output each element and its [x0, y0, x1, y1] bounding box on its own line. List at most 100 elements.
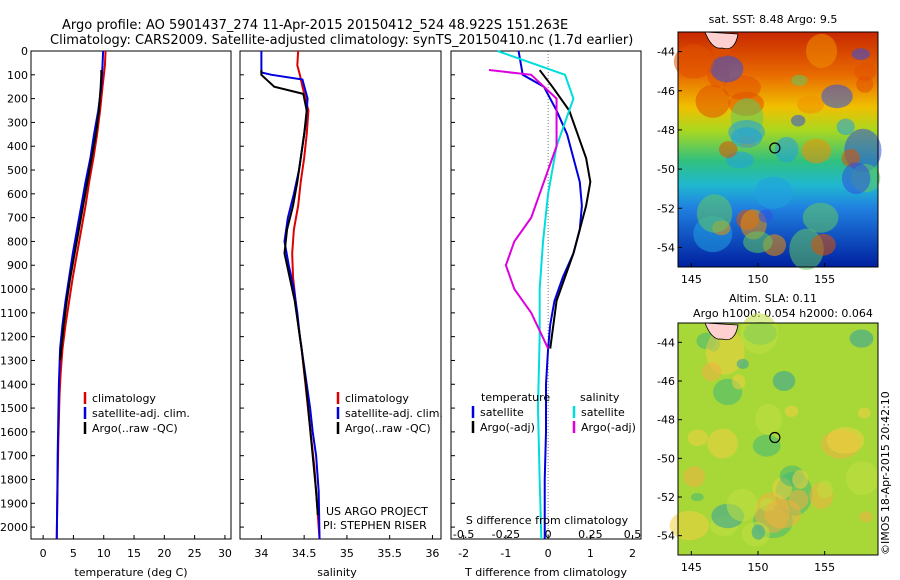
- salinity-axis-label: salinity: [317, 566, 357, 579]
- s-difference-axis-label: S difference from climatology: [466, 514, 629, 527]
- legend-label-climatology: climatology: [345, 392, 409, 405]
- t-difference-tick-label: 1: [587, 547, 594, 560]
- field-patch: [758, 209, 773, 223]
- legend-label-satellite: satellite-adj. clim.: [92, 407, 190, 420]
- depth-axis-ticks: 0 100 200 300 400 500 600 700 800 900 1000 1100 1200…: [0, 45, 35, 534]
- imos-credit: ©IMOS 18-Apr-2015 20:42:10: [879, 391, 892, 555]
- salinity-tick-label: 35: [340, 547, 354, 560]
- pi-credit: PI: STEPHEN RISER: [323, 519, 427, 532]
- legend-label-s-satellite: satellite: [581, 406, 625, 419]
- field-patch: [707, 428, 738, 459]
- salinity-tick-label: 34: [254, 547, 268, 560]
- field-patch: [792, 470, 809, 489]
- t-difference-tick-label: 0: [545, 547, 552, 560]
- field-patch: [836, 118, 855, 136]
- field-patch: [751, 524, 765, 540]
- field-patch: [854, 62, 876, 81]
- depth-tick-label: 0: [21, 45, 28, 58]
- temperature-panel-frame: [30, 50, 232, 540]
- sla-map: Altim. SLA: 0.11 Argo h1000: 0.054 h2000…: [657, 292, 879, 574]
- legend-label-climatology: climatology: [92, 392, 156, 405]
- field-patch: [764, 498, 802, 529]
- depth-tick-label: 1700: [0, 450, 28, 463]
- field-patch: [754, 176, 793, 209]
- longitude-tick-label: 145: [681, 561, 702, 574]
- temperature-axis-ticks: 0 5 10 15 20 25 30: [40, 535, 232, 560]
- depth-tick-label: 1800: [0, 473, 28, 486]
- field-patch: [845, 461, 879, 496]
- latitude-tick-label: -52: [657, 491, 675, 504]
- longitude-tick-label: 155: [814, 561, 835, 574]
- depth-tick-label: 400: [7, 140, 28, 153]
- salinity-legend: climatology satellite-adj. clim. Argo(..…: [336, 392, 443, 435]
- sla-map-subtitle: Argo h1000: 0.054 h2000: 0.064: [693, 307, 873, 320]
- field-patch: [726, 488, 759, 522]
- field-patch: [772, 371, 796, 391]
- field-patch: [826, 427, 865, 454]
- depth-tick-label: 600: [7, 188, 28, 201]
- latitude-tick-label: -52: [657, 202, 675, 215]
- field-patch: [710, 55, 744, 83]
- sla-map-ticks: -44 -46 -48 -50 -52 -54 145 150 155: [657, 336, 835, 574]
- field-patch: [705, 328, 745, 375]
- s-difference-tick-label: 0.25: [578, 528, 603, 541]
- field-patch: [806, 33, 838, 68]
- latitude-tick-label: -50: [657, 163, 675, 176]
- profile-line: [260, 70, 319, 516]
- latitude-tick-label: -46: [657, 85, 675, 98]
- depth-tick-label: 900: [7, 259, 28, 272]
- salinity-panel: 34 34.5 35 35.5 36 climatology satellite-adj…: [239, 50, 443, 579]
- difference-panel: -2 -1 0 1 2 -0.5 -0.25 0 0.25 0.5 temperature sal…: [450, 50, 642, 579]
- longitude-tick-label: 150: [748, 273, 769, 286]
- depth-tick-label: 1900: [0, 497, 28, 510]
- depth-tick-label: 200: [7, 93, 28, 106]
- difference-legend: temperature salinity satellite Argo(-adj…: [471, 391, 636, 434]
- temperature-panel: 0100200300400500600700800900100011001200…: [0, 45, 232, 579]
- sla-texture: [669, 313, 879, 547]
- field-patch: [701, 362, 722, 382]
- depth-tick-label: 1500: [0, 402, 28, 415]
- profile-line: [260, 51, 321, 540]
- field-patch: [695, 84, 731, 118]
- s-difference-tick-label: -0.5: [453, 528, 474, 541]
- legend-label-s-argo: Argo(-adj): [581, 421, 636, 434]
- field-patch: [797, 95, 825, 114]
- latitude-tick-label: -44: [657, 46, 675, 59]
- depth-tick-label: 1400: [0, 378, 28, 391]
- sst-map-ticks: -44 -46 -48 -50 -52 -54 145 150 155: [657, 46, 835, 286]
- latitude-tick-label: -46: [657, 375, 675, 388]
- latitude-tick-label: -48: [657, 124, 675, 137]
- depth-tick-label: 1100: [0, 307, 28, 320]
- argo-float-location-marker: [769, 142, 781, 154]
- latitude-tick-label: -48: [657, 414, 675, 427]
- sla-map-frame: [677, 322, 879, 556]
- latitude-tick-label: -54: [657, 530, 675, 543]
- sst-map-title: sat. SST: 8.48 Argo: 9.5: [709, 13, 838, 26]
- salinity-tick-label: 35.5: [377, 547, 402, 560]
- field-patch: [732, 374, 746, 390]
- project-credit: US ARGO PROJECT: [326, 505, 428, 518]
- tasmania-coast: [704, 31, 739, 50]
- s-difference-tick-label: -0.25: [492, 528, 520, 541]
- depth-tick-label: 500: [7, 164, 28, 177]
- salinity-profile-lines: [260, 50, 321, 540]
- field-patch: [851, 48, 870, 61]
- depth-tick-label: 1200: [0, 331, 28, 344]
- temperature-tick-label: 25: [188, 547, 202, 560]
- field-patch: [755, 403, 782, 435]
- header-line1: Argo profile: AO 5901437_274 11-Apr-2015…: [62, 18, 568, 33]
- profile-line: [538, 69, 592, 349]
- t-difference-tick-label: -1: [500, 547, 511, 560]
- field-patch: [859, 511, 873, 523]
- temperature-tick-label: 0: [40, 547, 47, 560]
- field-patch: [821, 84, 853, 109]
- depth-tick-label: 700: [7, 212, 28, 225]
- field-patch: [774, 136, 799, 163]
- t-difference-tick-label: -2: [458, 547, 469, 560]
- depth-tick-label: 1600: [0, 426, 28, 439]
- latitude-tick-label: -50: [657, 452, 675, 465]
- field-patch: [810, 233, 836, 256]
- depth-tick-label: 100: [7, 69, 28, 82]
- field-patch: [817, 480, 833, 499]
